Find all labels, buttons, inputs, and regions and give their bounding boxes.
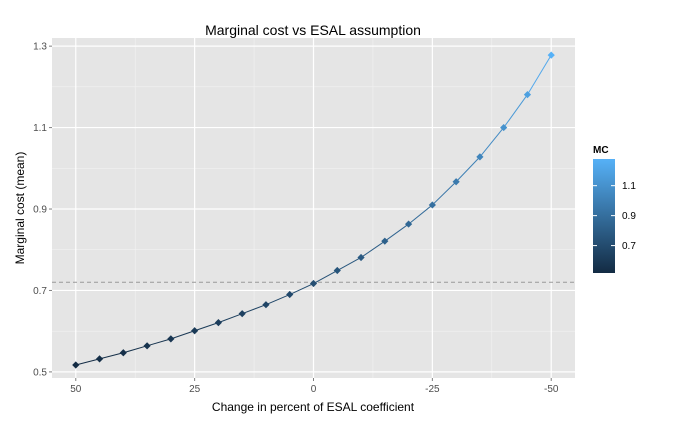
chart-title: Marginal cost vs ESAL assumption [205,22,421,38]
y-tick-label: 1.3 [33,42,47,53]
series-segment [265,294,290,306]
y-axis-label: Marginal cost (mean) [13,152,27,265]
x-tick-label: 50 [70,384,82,395]
data-point [191,327,199,335]
data-point [357,253,365,262]
data-point [500,123,508,132]
data-point [119,349,127,357]
series-segment [503,94,528,128]
series-segment [479,127,505,158]
data-point [95,355,104,363]
data-point [547,51,555,59]
series-segment [146,338,172,347]
y-tick-label: 0.9 [33,205,47,216]
series-segment [242,304,267,315]
legend-tick-label: 0.7 [622,241,636,252]
data-point [523,90,532,99]
data-point [476,153,484,161]
data-point [143,342,151,350]
data-point [214,319,223,327]
x-tick-label: -25 [425,384,440,395]
series-segment [99,352,124,360]
y-tick-label: 0.7 [33,286,47,297]
legend-tick-label: 1.1 [622,181,636,192]
x-axis-ticks: 50 25 0 -25 -50 [70,378,559,395]
series-segment [123,345,148,354]
data-point [381,237,389,245]
x-tick-label: -50 [544,384,559,395]
legend-tick-label: 0.9 [622,211,636,222]
x-tick-label: 0 [311,384,317,395]
y-tick-label: 1.1 [33,123,47,134]
data-point [286,290,294,299]
series-segment [360,240,386,258]
data-point [262,301,270,309]
data-point [452,178,460,186]
series-segment [218,313,243,324]
series-segment [408,204,433,225]
x-tick-label: 25 [189,384,201,395]
data-point [72,361,80,369]
gridlines [52,38,575,378]
data-point [404,220,413,228]
data-point [238,310,246,318]
series-segment [75,358,100,366]
series-segment [313,270,338,284]
series-segment [527,54,552,95]
legend-title: MC [593,145,609,156]
data-point [333,266,341,275]
legend-colorbar [593,159,615,273]
series-segment [337,257,362,271]
data-points [72,51,555,369]
data-point [167,335,175,343]
data-point [309,279,318,288]
y-axis-ticks: 0.5 0.7 0.9 1.1 1.3 [33,42,52,378]
series-segment [289,283,314,295]
data-point [428,201,436,209]
x-axis-label: Change in percent of ESAL coefficient [212,400,415,414]
y-tick-label: 0.5 [33,367,47,378]
series-segment [455,156,481,183]
legend-ticks: 1.1 0.9 0.7 [593,181,636,252]
series-segment [194,322,219,332]
series-segment [432,181,457,206]
series-segment [384,223,409,242]
series-segment [170,330,195,340]
series-line [75,54,552,366]
